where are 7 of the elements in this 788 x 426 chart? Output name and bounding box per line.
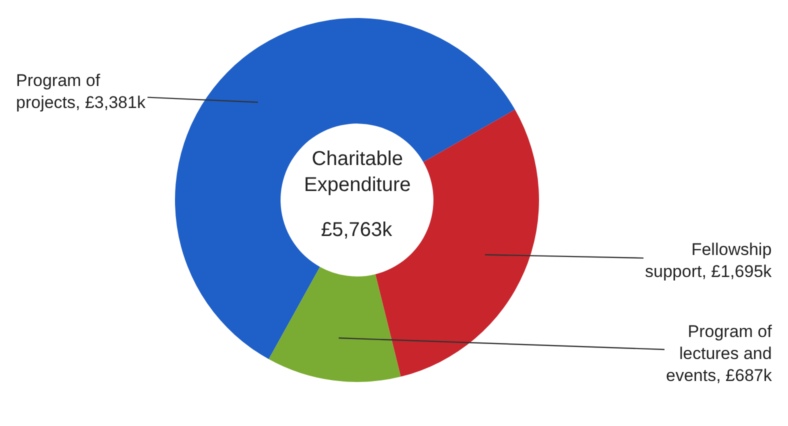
text: £5,763k bbox=[321, 219, 394, 241]
donut-slice bbox=[175, 18, 515, 360]
slice-label: Program of projects, £3,381k bbox=[16, 71, 146, 112]
slice-label: Fellowship support, £1,695k bbox=[645, 240, 772, 282]
slice-label: Program of lectures and events, £687k bbox=[666, 322, 772, 386]
text: Charitable Expenditure bbox=[304, 148, 411, 196]
donut-slice bbox=[268, 266, 401, 382]
